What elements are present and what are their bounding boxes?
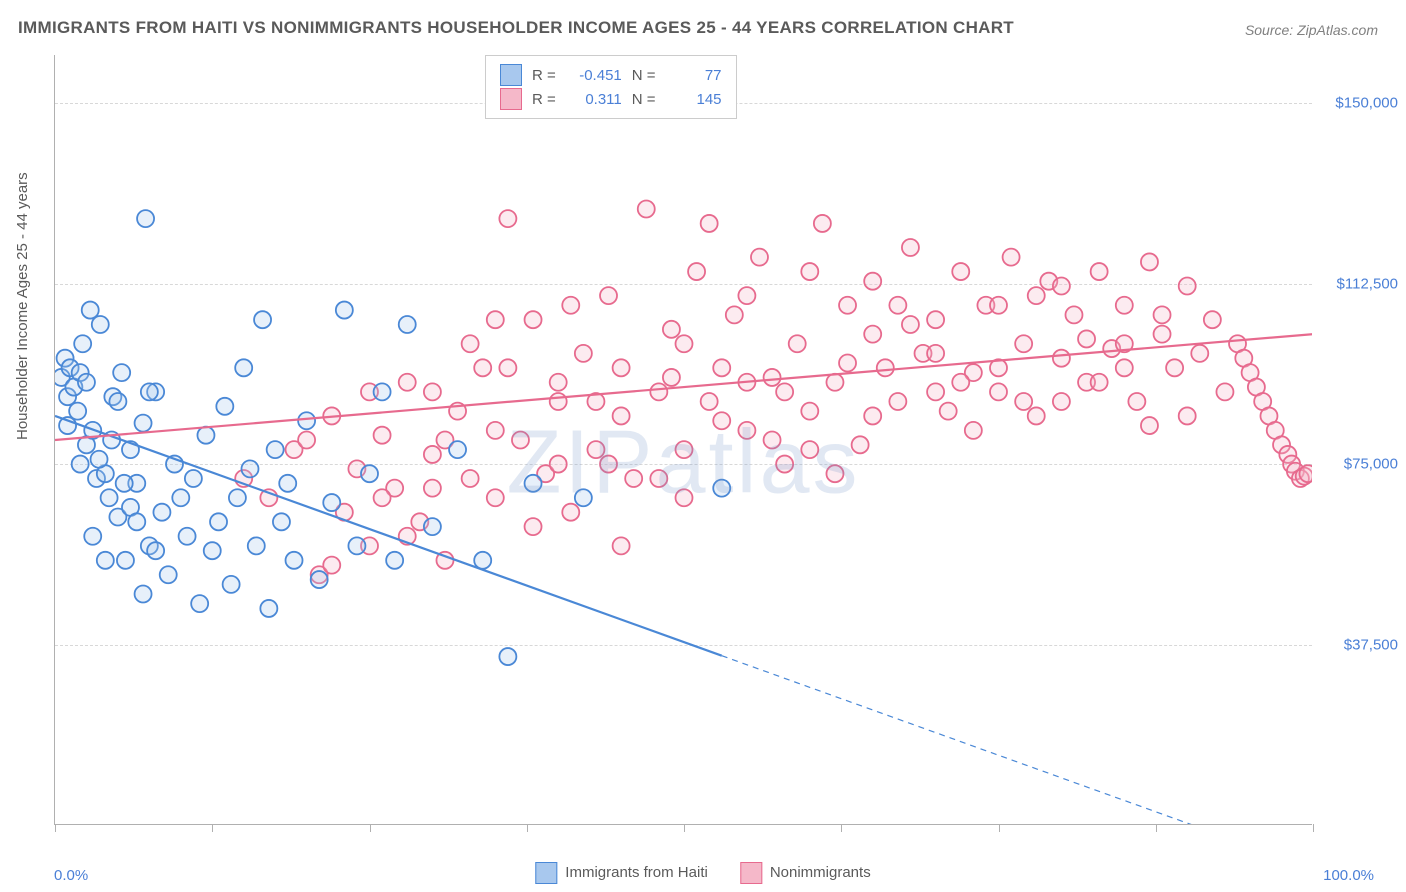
- trend-lines-layer: [55, 55, 1312, 824]
- x-tick: [1313, 824, 1314, 832]
- x-tick: [841, 824, 842, 832]
- n-value-nonimm: 145: [666, 91, 722, 108]
- r-value-nonimm: 0.311: [566, 91, 622, 108]
- n-label: N =: [632, 91, 656, 108]
- plot-area: R = -0.451 N = 77 R = 0.311 N = 145 ZIPa…: [54, 55, 1312, 825]
- x-tick: [684, 824, 685, 832]
- correlation-legend: R = -0.451 N = 77 R = 0.311 N = 145: [485, 55, 737, 119]
- y-tick-label: $37,500: [1344, 636, 1398, 653]
- series-legend: Immigrants from Haiti Nonimmigrants: [535, 862, 870, 884]
- swatch-nonimm: [500, 88, 522, 110]
- n-value-haiti: 77: [666, 67, 722, 84]
- legend-item-haiti: Immigrants from Haiti: [535, 862, 708, 884]
- y-tick-label: $112,500: [1337, 275, 1398, 292]
- haiti-trend-line: [55, 416, 722, 656]
- legend-label-haiti: Immigrants from Haiti: [565, 864, 708, 881]
- legend-row-nonimm: R = 0.311 N = 145: [500, 88, 722, 110]
- r-value-haiti: -0.451: [566, 67, 622, 84]
- swatch-nonimm-icon: [740, 862, 762, 884]
- r-label: R =: [532, 67, 556, 84]
- legend-row-haiti: R = -0.451 N = 77: [500, 64, 722, 86]
- x-tick: [527, 824, 528, 832]
- x-tick: [212, 824, 213, 832]
- legend-item-nonimm: Nonimmigrants: [740, 862, 871, 884]
- x-tick: [370, 824, 371, 832]
- n-label: N =: [632, 67, 656, 84]
- legend-label-nonimm: Nonimmigrants: [770, 864, 871, 881]
- x-tick: [1156, 824, 1157, 832]
- source-attribution: Source: ZipAtlas.com: [1245, 22, 1378, 38]
- swatch-haiti-icon: [535, 862, 557, 884]
- r-label: R =: [532, 91, 556, 108]
- y-tick-label: $75,000: [1344, 456, 1398, 473]
- haiti-trend-line-extrapolated: [722, 656, 1312, 824]
- chart-title: IMMIGRANTS FROM HAITI VS NONIMMIGRANTS H…: [18, 18, 1014, 38]
- x-axis-min-label: 0.0%: [54, 867, 88, 884]
- swatch-haiti: [500, 64, 522, 86]
- y-axis-label: Householder Income Ages 25 - 44 years: [14, 172, 31, 440]
- x-tick: [999, 824, 1000, 832]
- x-axis-max-label: 100.0%: [1323, 867, 1374, 884]
- y-tick-label: $150,000: [1335, 95, 1398, 112]
- nonimm-trend-line: [55, 334, 1312, 440]
- x-tick: [55, 824, 56, 832]
